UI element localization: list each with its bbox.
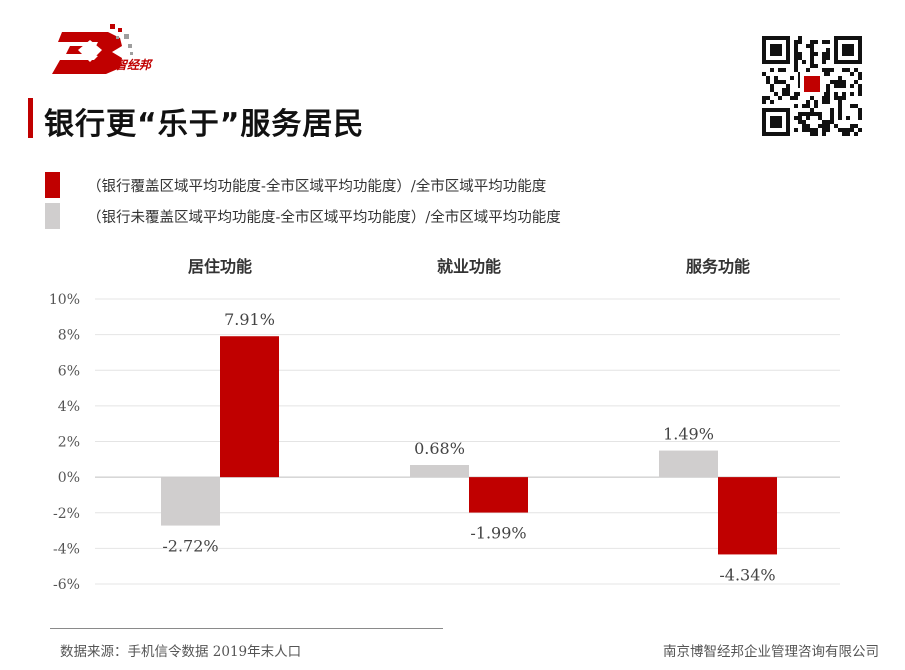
y-tick-label: 2% (58, 435, 80, 451)
data-label: 7.91% (224, 310, 275, 329)
data-label: -1.99% (470, 524, 526, 543)
footer-divider (50, 628, 443, 629)
bar-covered (469, 477, 528, 513)
legend-label: （银行未覆盖区域平均功能度-全市区域平均功能度）/全市区域平均功能度 (87, 209, 561, 226)
bar-uncovered (659, 450, 718, 478)
bar-uncovered (410, 465, 469, 478)
company-logo (52, 24, 133, 74)
y-tick-label: 0% (58, 470, 80, 486)
category-title: 就业功能 (436, 257, 501, 276)
logo-text: 博智经邦 (103, 58, 152, 72)
page-title: 银行更“乐于”服务居民 (44, 107, 365, 142)
y-tick-label: 4% (58, 399, 80, 415)
data-label: 1.49% (663, 425, 714, 444)
legend-item-uncovered: （银行未覆盖区域平均功能度-全市区域平均功能度）/全市区域平均功能度 (45, 203, 561, 229)
y-tick-label: 10% (49, 292, 80, 308)
legend-label: （银行覆盖区域平均功能度-全市区域平均功能度）/全市区域平均功能度 (87, 178, 547, 195)
company-name: 南京博智经邦企业管理咨询有限公司 (663, 644, 879, 660)
y-tick-label: -2% (53, 506, 80, 522)
title-accent-bar (28, 98, 33, 138)
legend-swatch-gray (45, 203, 60, 229)
legend-swatch-red (45, 172, 60, 198)
category-title: 服务功能 (685, 257, 750, 276)
y-tick-label: -6% (53, 577, 80, 593)
data-label: 0.68% (414, 439, 465, 458)
y-tick-label: 6% (58, 363, 80, 379)
data-source-note: 数据来源：手机信令数据 2019年末人口 (60, 644, 302, 660)
bar-covered (718, 477, 777, 555)
y-tick-label: 8% (58, 328, 80, 344)
legend-item-covered: （银行覆盖区域平均功能度-全市区域平均功能度）/全市区域平均功能度 (45, 172, 546, 198)
data-label: -2.72% (162, 537, 218, 556)
category-title: 居住功能 (187, 257, 252, 276)
data-label: -4.34% (719, 565, 775, 584)
bar-covered (220, 336, 279, 478)
y-tick-label: -4% (53, 541, 80, 557)
bar-uncovered (161, 477, 220, 526)
qr-code-icon (760, 36, 864, 136)
